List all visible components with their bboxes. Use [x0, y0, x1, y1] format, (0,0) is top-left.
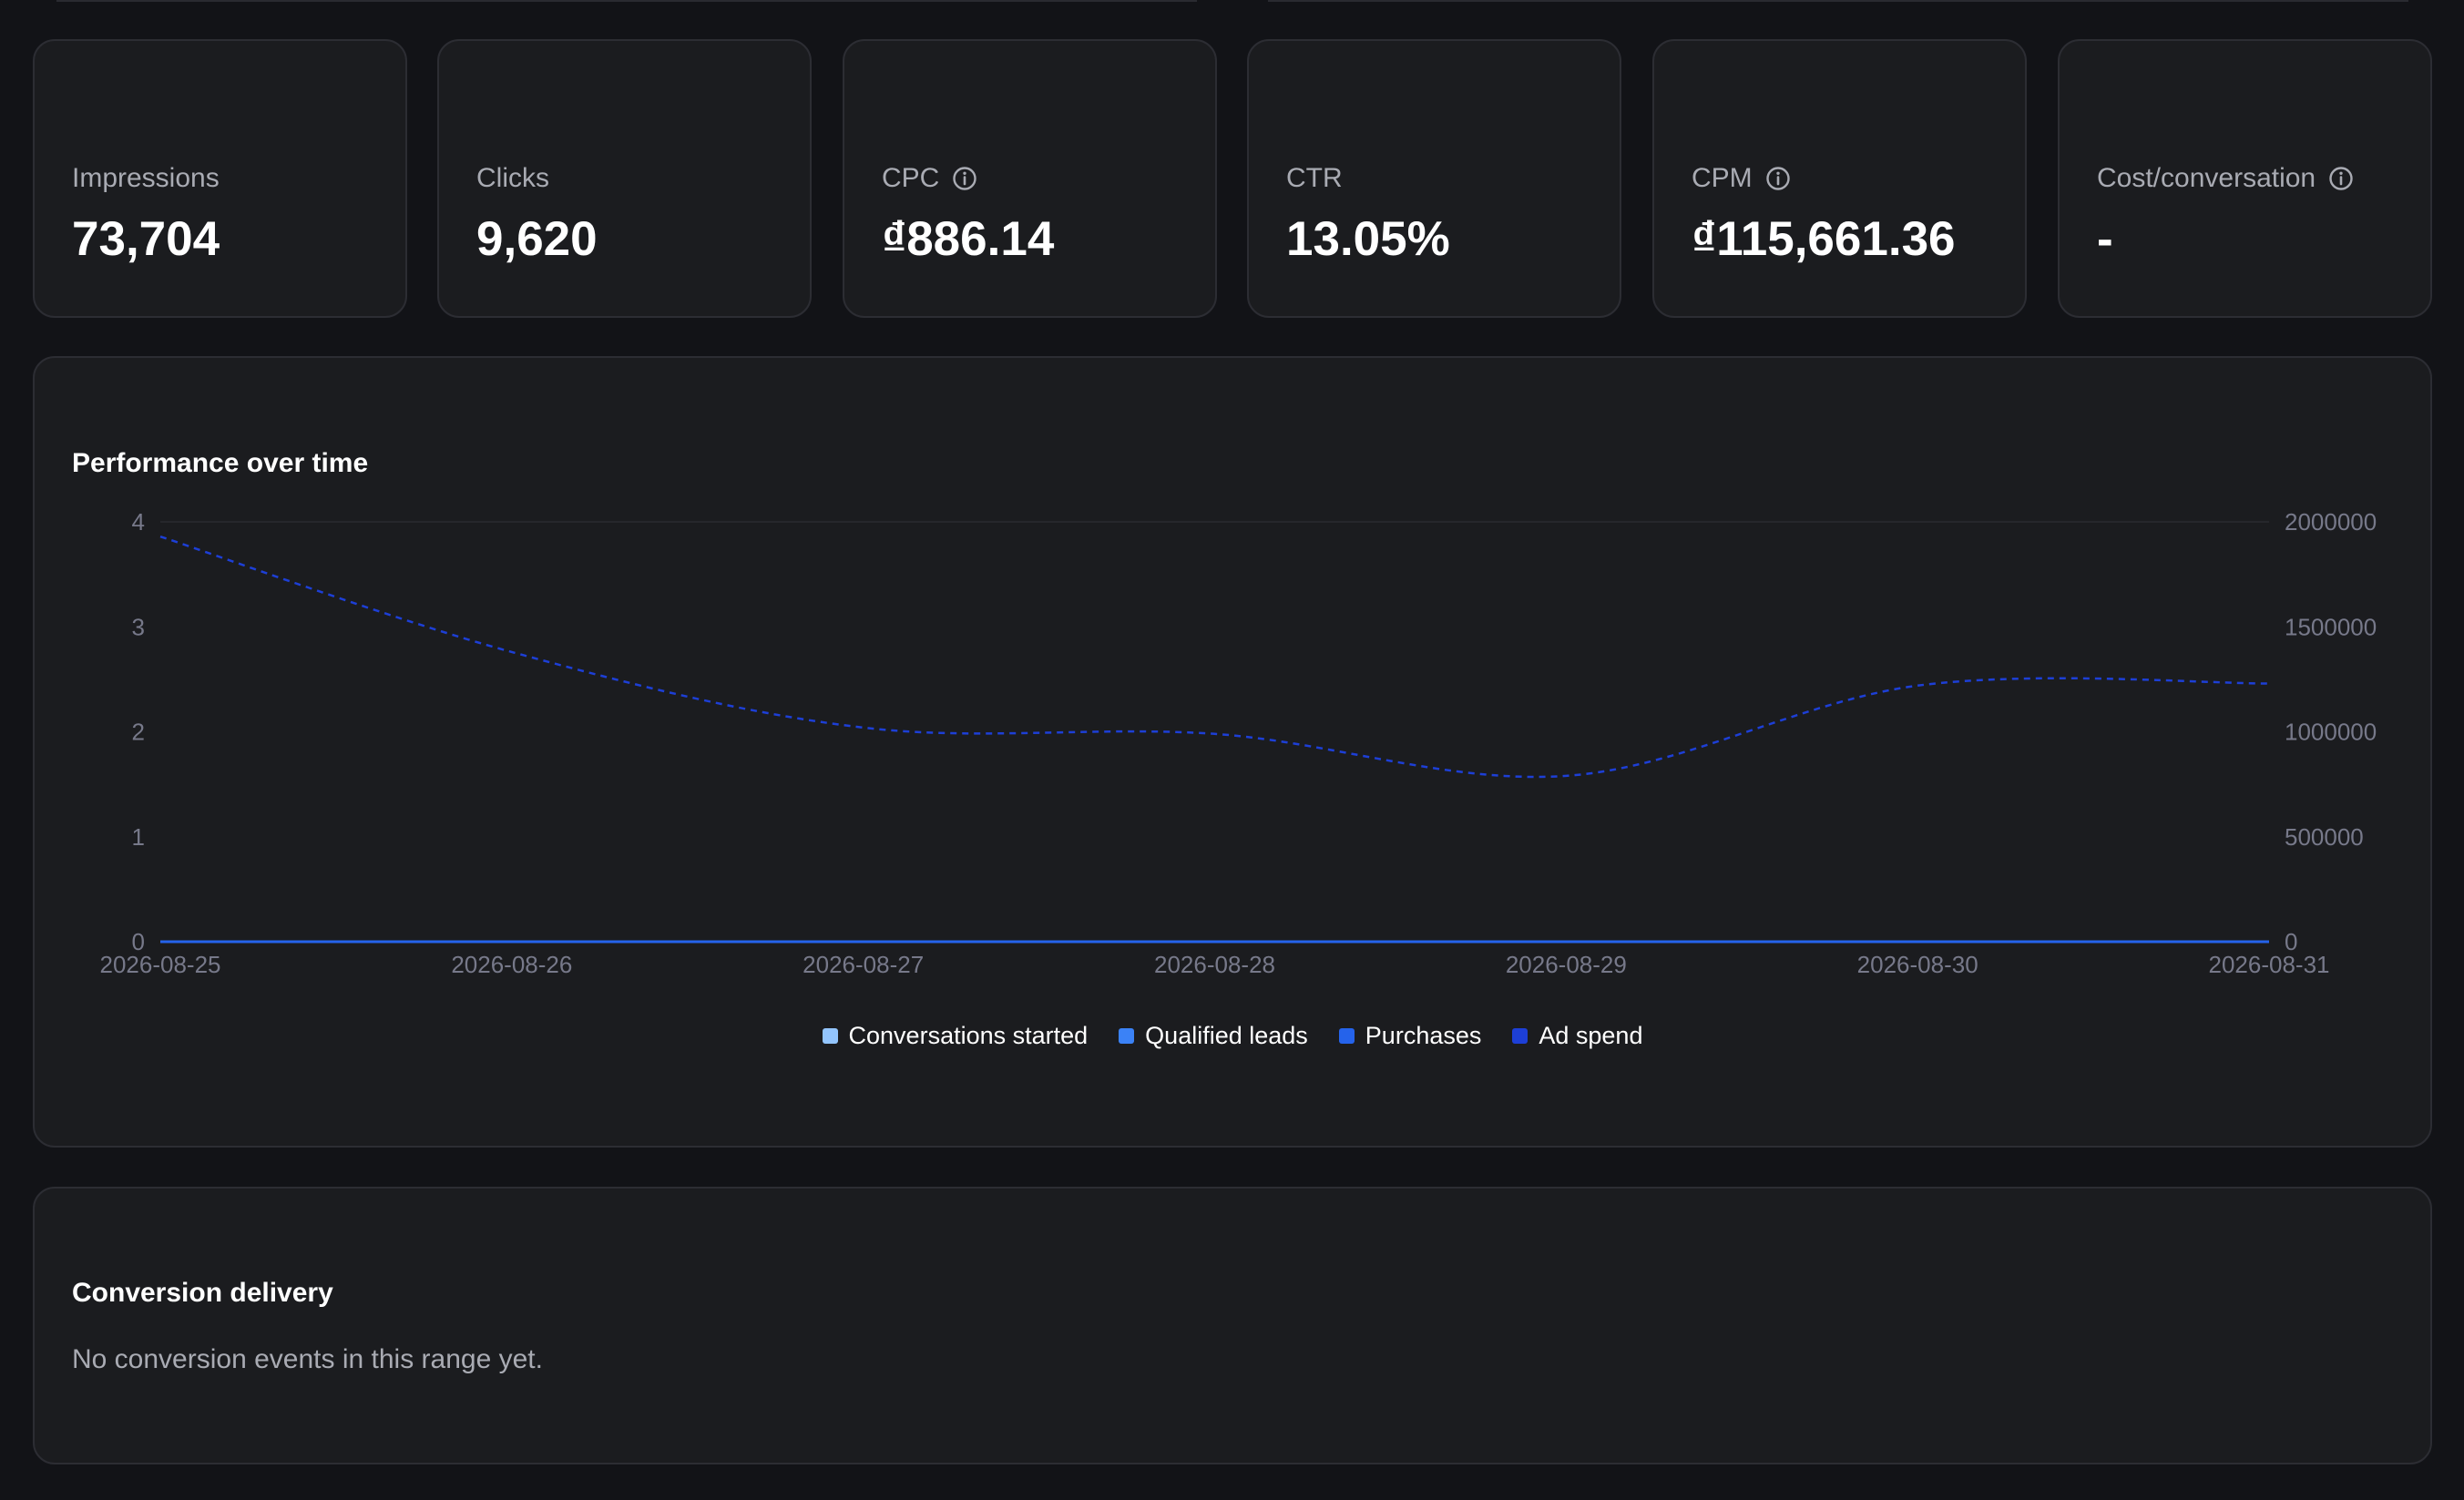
- metric-value: ₫115,661.36: [1692, 212, 1956, 266]
- metric-label-text: Clicks: [476, 163, 549, 193]
- y-right-tick-label: 2000000: [2285, 508, 2377, 536]
- metric-label: CTR: [1286, 165, 1343, 192]
- metric-label: Clicks: [476, 165, 549, 192]
- y-right-tick-label: 0: [2285, 928, 2297, 955]
- legend-swatch: [1338, 1028, 1355, 1044]
- x-tick-label: 2026-08-31: [2209, 951, 2330, 978]
- metric-label: CPC: [882, 165, 977, 192]
- x-tick-label: 2026-08-28: [1154, 951, 1275, 978]
- legend-swatch: [822, 1028, 838, 1044]
- metric-value: -: [2097, 212, 2113, 266]
- legend-item[interactable]: Purchases: [1338, 1022, 1482, 1049]
- conversion-card: Conversion delivery No conversion events…: [33, 1187, 2432, 1464]
- info-circle-icon[interactable]: [952, 166, 977, 191]
- y-right-tick-label: 500000: [2285, 823, 2364, 851]
- performance-title: Performance over time: [72, 448, 369, 478]
- metric-label-text: Impressions: [72, 163, 220, 193]
- top-divider-right: [1268, 0, 2408, 2]
- legend-label: Conversations started: [848, 1022, 1089, 1049]
- top-divider-left: [56, 0, 1197, 2]
- chart-legend: Conversations started Qualified leads Purc…: [35, 1024, 2430, 1048]
- metric-label-text: CPC: [882, 163, 940, 193]
- legend-label: Purchases: [1365, 1022, 1482, 1049]
- metric-value: 73,704: [72, 212, 220, 266]
- metric-card-cost-per-conversation: Cost/conversation -: [2058, 39, 2432, 318]
- info-circle-icon[interactable]: [1765, 166, 1791, 191]
- y-right-tick-label: 1000000: [2285, 719, 2377, 746]
- performance-chart: 0 1 2 3 4 0 500000 1000000 1500000 2000000 2026-08…: [100, 508, 2377, 978]
- metric-card-ctr: CTR 13.05%: [1247, 39, 1621, 318]
- y-right-tick-label: 1500000: [2285, 613, 2377, 640]
- legend-item[interactable]: Conversations started: [822, 1022, 1089, 1049]
- metric-card-clicks: Clicks 9,620: [437, 39, 812, 318]
- metric-label-text: CPM: [1692, 163, 1753, 193]
- metric-label-text: CTR: [1286, 163, 1343, 193]
- y-left-tick-label: 2: [132, 719, 145, 746]
- metric-value: ₫886.14: [882, 212, 1055, 266]
- performance-card: Performance over time 0 1 2 3 4 0 500000 100000…: [33, 356, 2432, 1148]
- conversion-title: Conversion delivery: [72, 1278, 333, 1308]
- x-tick-label: 2026-08-26: [451, 951, 572, 978]
- x-tick-label: 2026-08-29: [1506, 951, 1627, 978]
- y-left-tick-label: 0: [132, 928, 145, 955]
- info-circle-icon[interactable]: [2328, 166, 2354, 191]
- series-line-ad-spend: [159, 535, 2270, 779]
- metric-label-text: Cost/conversation: [2097, 163, 2316, 193]
- empty-state-text: No conversion events in this range yet.: [72, 1344, 543, 1374]
- legend-label: Qualified leads: [1145, 1022, 1308, 1049]
- x-tick-label: 2026-08-25: [100, 951, 221, 978]
- legend-swatch: [1119, 1028, 1135, 1044]
- x-tick-label: 2026-08-30: [1857, 951, 1978, 978]
- metric-card-cpc: CPC ₫886.14: [843, 39, 1217, 318]
- y-left-tick-label: 4: [132, 508, 145, 536]
- y-left-tick-label: 3: [132, 613, 145, 640]
- metric-label: CPM: [1692, 165, 1791, 192]
- legend-item[interactable]: Qualified leads: [1119, 1024, 1308, 1048]
- x-tick-label: 2026-08-27: [803, 951, 924, 978]
- legend-label: Ad spend: [1539, 1022, 1643, 1049]
- metric-label: Cost/conversation: [2097, 165, 2354, 192]
- legend-swatch: [1512, 1028, 1528, 1044]
- metric-value: 9,620: [476, 212, 598, 266]
- y-left-tick-label: 1: [132, 823, 145, 851]
- metric-card-impressions: Impressions 73,704: [33, 39, 407, 318]
- metric-card-cpm: CPM ₫115,661.36: [1652, 39, 2027, 318]
- metric-value: 13.05%: [1286, 212, 1450, 266]
- legend-item[interactable]: Ad spend: [1512, 1024, 1642, 1048]
- metric-label: Impressions: [72, 165, 220, 192]
